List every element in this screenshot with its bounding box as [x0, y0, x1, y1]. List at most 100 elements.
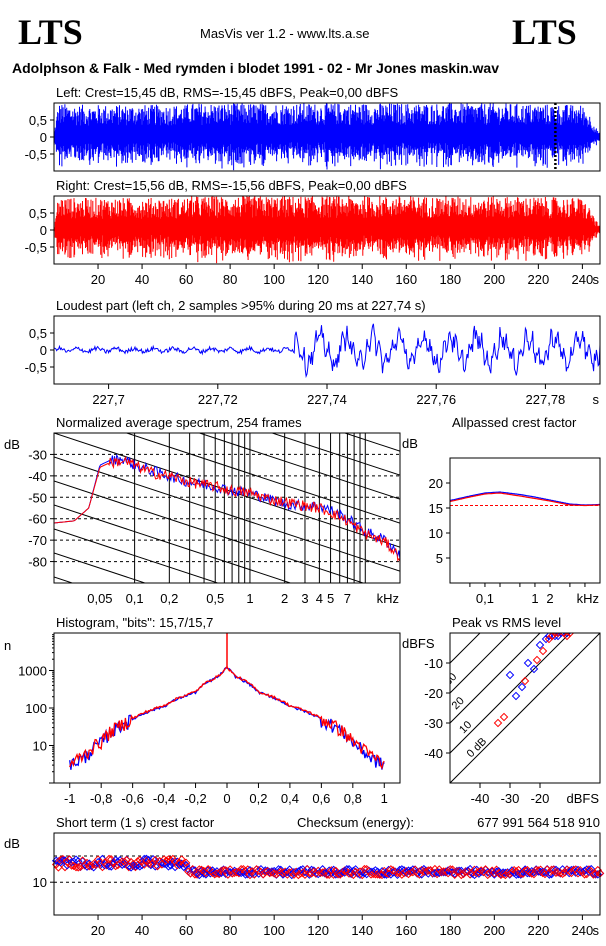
short-term-crest-point: [151, 862, 160, 871]
average-spectrum-ytick-label: -40: [28, 469, 47, 484]
loudest-part-ytick-label: -0,5: [25, 360, 47, 375]
peak-vs-rms-point: [538, 646, 548, 656]
loudest-part-xtick-label: 227,7: [92, 392, 125, 407]
short-term-crest-checksum-label: Checksum (energy):: [297, 815, 414, 830]
right-waveform-xtick-label: 100: [263, 272, 285, 287]
histogram-series: [69, 665, 385, 770]
peak-vs-rms-xtick-label: -20: [531, 791, 550, 806]
average-spectrum-xtick-label: 5: [327, 591, 334, 606]
right-waveform-ytick-label: 0: [40, 223, 47, 238]
short-term-crest-checksum-value: 677 991 564 518 910: [477, 815, 600, 830]
peak-vs-rms-point: [529, 664, 539, 674]
right-waveform-xtick-label: 40: [135, 272, 149, 287]
histogram-xtick-label: 0,8: [344, 791, 362, 806]
right-waveform-xtick-label: 240: [572, 272, 594, 287]
histogram-xtick-label: -0,6: [121, 791, 143, 806]
short-term-crest-xtick-label: 140: [351, 923, 373, 938]
right-waveform-ytick-label: 0,5: [29, 206, 47, 221]
average-spectrum-xtick-label: 0,2: [160, 591, 178, 606]
short-term-crest-point: [104, 854, 114, 864]
average-spectrum-slope: [197, 433, 400, 500]
left-waveform-ytick-label: 0,5: [29, 113, 47, 128]
average-spectrum-ytick-label: -50: [28, 490, 47, 505]
short-term-crest-xtick-label: 120: [307, 923, 329, 938]
peak-vs-rms-crest-line: [450, 633, 600, 783]
short-term-crest-ylabel: dB: [4, 836, 20, 851]
loudest-part-ytick-label: 0: [40, 343, 47, 358]
loudest-part-title: Loudest part (left ch, 2 samples >95% du…: [56, 298, 426, 313]
histogram-title: Histogram, "bits": 15,7/15,7: [56, 615, 213, 630]
peak-vs-rms-ytick-label: -20: [424, 686, 443, 701]
average-spectrum-slope: [54, 552, 147, 583]
peak-vs-rms-point: [565, 633, 575, 638]
allpassed-crest-xtick-label: 2: [546, 591, 553, 606]
allpassed-crest-ytick-label: 5: [436, 551, 443, 566]
right-waveform-xtick-label: 180: [439, 272, 461, 287]
peak-vs-rms-ylabel: dBFS: [402, 636, 435, 651]
histogram-xtick-label: -0,2: [184, 791, 206, 806]
average-spectrum-ytick-label: -70: [28, 533, 47, 548]
histogram-xtick-label: -0,8: [90, 791, 112, 806]
right-waveform-xtick-label: 20: [91, 272, 105, 287]
right-waveform-ytick-label: -0,5: [25, 240, 47, 255]
short-term-crest-point: [181, 858, 191, 868]
short-term-crest-point: [98, 854, 107, 864]
average-spectrum-ytick-label: -60: [28, 512, 47, 527]
peak-vs-rms-xtick-label: -30: [501, 791, 520, 806]
allpassed-crest-ytick-label: 10: [429, 526, 443, 541]
peak-vs-rms-point: [535, 640, 545, 650]
average-spectrum-frame: [53, 432, 401, 584]
right-waveform-xunit: s: [593, 272, 600, 287]
allpassed-crest-frame: [449, 457, 601, 584]
right-waveform-xtick-label: 60: [179, 272, 193, 287]
histogram-series: [69, 666, 385, 770]
peak-vs-rms-point: [544, 634, 554, 644]
average-spectrum-xunit: kHz: [377, 591, 399, 606]
peak-vs-rms-xlabel: dBFS: [566, 791, 599, 806]
short-term-crest-xtick-label: 100: [263, 923, 285, 938]
average-spectrum-xtick-label: 0,1: [126, 591, 144, 606]
short-term-crest-point: [595, 869, 605, 878]
average-spectrum-slope: [270, 433, 400, 476]
right-waveform-xtick-label: 140: [351, 272, 373, 287]
right-waveform-xtick-label: 160: [395, 272, 417, 287]
average-spectrum-ylabel: dB: [4, 437, 20, 452]
short-term-crest-point: [256, 867, 266, 877]
right-waveform-wave: [53, 196, 601, 264]
peak-vs-rms-point: [493, 718, 503, 728]
average-spectrum-title: Normalized average spectrum, 254 frames: [56, 415, 302, 430]
peak-vs-rms-crest-line: [450, 633, 511, 694]
short-term-crest-point: [236, 864, 246, 874]
short-term-crest-xtick-label: 60: [179, 923, 193, 938]
peak-vs-rms-point: [499, 712, 509, 722]
short-term-crest-ytick-label: 10: [33, 875, 47, 890]
app-title: MasVis ver 1.2 - www.lts.a.se: [200, 26, 370, 41]
peak-vs-rms-point: [562, 633, 572, 641]
histogram-xtick-label: -1: [64, 791, 76, 806]
average-spectrum-slope: [125, 433, 400, 524]
loudest-part-xtick-label: 227,76: [416, 392, 456, 407]
loudest-part-xtick-label: 227,72: [198, 392, 238, 407]
short-term-crest-point: [181, 860, 191, 870]
short-term-crest-xtick-label: 80: [223, 923, 237, 938]
average-spectrum-slope: [54, 313, 400, 427]
short-term-crest-point: [366, 870, 376, 879]
peak-vs-rms-crest-line: [450, 633, 541, 724]
histogram-ytick-label: 10: [33, 739, 47, 754]
peak-vs-rms-crest-label: 40: [435, 647, 452, 664]
short-term-crest-point: [410, 865, 420, 874]
histogram-ytick-label: 100: [25, 701, 47, 716]
peak-vs-rms-point: [505, 670, 515, 680]
short-term-crest-frame: [53, 832, 601, 916]
left-waveform-wave: [53, 103, 601, 171]
short-term-crest-xtick-label: 160: [395, 923, 417, 938]
short-term-crest-point: [100, 858, 109, 867]
histogram-xtick-label: 0,6: [312, 791, 330, 806]
histogram-xtick-label: 0,2: [249, 791, 267, 806]
peak-vs-rms-point: [547, 633, 557, 641]
short-term-crest-xtick-label: 200: [483, 923, 505, 938]
average-spectrum-xtick-label: 0,05: [87, 591, 112, 606]
loudest-part-xunit: s: [593, 392, 600, 407]
histogram-ytick-label: 1000: [18, 664, 47, 679]
